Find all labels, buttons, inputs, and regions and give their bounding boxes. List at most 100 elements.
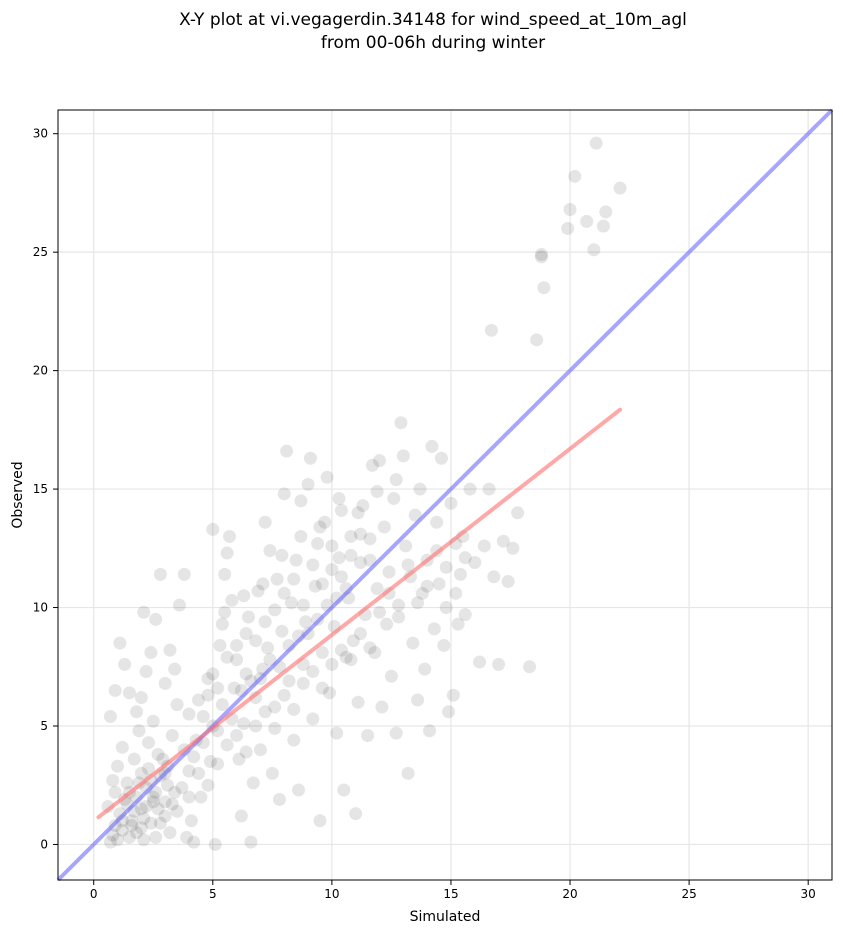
scatter-point xyxy=(220,650,234,664)
scatter-point xyxy=(449,586,463,600)
scatter-point xyxy=(361,728,375,742)
scatter-point xyxy=(392,610,406,624)
scatter-point xyxy=(230,728,244,742)
scatter-point xyxy=(387,492,401,506)
scatter-point xyxy=(180,830,194,844)
scatter-point xyxy=(237,589,251,603)
scatter-point xyxy=(487,570,501,584)
scatter-point xyxy=(246,776,260,790)
scatter-point xyxy=(161,778,175,792)
scatter-point xyxy=(151,747,165,761)
scatter-point xyxy=(158,809,172,823)
scatter-point xyxy=(165,797,179,811)
scatter-point xyxy=(446,688,460,702)
scatter-point xyxy=(313,814,327,828)
scatter-point xyxy=(287,702,301,716)
scatter-point xyxy=(363,532,377,546)
scatter-point xyxy=(106,828,120,842)
scatter-point xyxy=(201,688,215,702)
scatter-point xyxy=(125,819,139,833)
scatter-point xyxy=(444,496,458,510)
scatter-point xyxy=(349,807,363,821)
scatter-point xyxy=(382,565,396,579)
scatter-point xyxy=(215,698,229,712)
scatter-point xyxy=(277,688,291,702)
grid-lines xyxy=(58,110,832,880)
scatter-point xyxy=(146,714,160,728)
scatter-point xyxy=(301,477,315,491)
scatter-point xyxy=(318,515,332,529)
scatter-point xyxy=(225,593,239,607)
scatter-point xyxy=(339,650,353,664)
scatter-point xyxy=(415,586,429,600)
scatter-point xyxy=(237,717,251,731)
scatter-point xyxy=(337,783,351,797)
scatter-point xyxy=(170,804,184,818)
scatter-point xyxy=(187,835,201,849)
scatter-point xyxy=(149,830,163,844)
scatter-point xyxy=(139,665,153,679)
scatter-point xyxy=(134,691,148,705)
scatter-point xyxy=(263,653,277,667)
scatter-point xyxy=(363,641,377,655)
scatter-point xyxy=(334,643,348,657)
scatter-point xyxy=(206,667,220,681)
scatter-point xyxy=(306,712,320,726)
scatter-point xyxy=(420,579,434,593)
scatter-point xyxy=(146,795,160,809)
scatter-point xyxy=(211,757,225,771)
scatter-point xyxy=(141,762,155,776)
scatter-point xyxy=(399,539,413,553)
scatter-point xyxy=(411,596,425,610)
scatter-point xyxy=(203,755,217,769)
scatter-point xyxy=(280,444,294,458)
scatter-point xyxy=(213,638,227,652)
scatter-point xyxy=(251,584,265,598)
scatter-point xyxy=(439,601,453,615)
scatter-point xyxy=(253,743,267,757)
scatter-point xyxy=(111,759,125,773)
scatter-point xyxy=(149,785,163,799)
y-axis-label: Observed xyxy=(10,461,26,528)
scatter-point xyxy=(201,672,215,686)
scatter-point xyxy=(211,681,225,695)
scatter-point xyxy=(568,169,582,183)
scatter-point xyxy=(115,740,129,754)
scatter-point xyxy=(534,248,548,262)
scatter-point xyxy=(477,539,491,553)
scatter-point xyxy=(365,458,379,472)
identity-line xyxy=(56,108,834,882)
scatter-point xyxy=(353,627,367,641)
scatter-point xyxy=(134,821,148,835)
scatter-point xyxy=(168,785,182,799)
scatter-point xyxy=(222,529,236,543)
y-tick-label: 10 xyxy=(33,601,48,615)
scatter-point xyxy=(218,605,232,619)
scatter-point xyxy=(187,750,201,764)
scatter-point xyxy=(172,598,186,612)
scatter-point xyxy=(149,612,163,626)
scatter-point xyxy=(425,439,439,453)
scatter-point xyxy=(111,833,125,847)
scatter-point xyxy=(506,541,520,555)
y-tick-label: 30 xyxy=(33,127,48,141)
scatter-point xyxy=(103,835,117,849)
scatter-point xyxy=(175,781,189,795)
scatter-point xyxy=(234,809,248,823)
scatter-point xyxy=(239,627,253,641)
y-tick-label: 15 xyxy=(33,482,48,496)
x-tick-label: 5 xyxy=(209,887,217,901)
scatter-point xyxy=(153,816,167,830)
scatter-point xyxy=(580,214,594,228)
y-tick-label: 25 xyxy=(33,245,48,259)
scatter-point xyxy=(296,598,310,612)
scatter-point xyxy=(249,634,263,648)
scatter-point xyxy=(284,596,298,610)
scatter-point xyxy=(408,508,422,522)
scatter-point xyxy=(370,484,384,498)
scatter-point xyxy=(282,674,296,688)
scatter-point xyxy=(392,598,406,612)
chart-title-line1: X-Y plot at vi.vegagerdin.34148 for wind… xyxy=(179,10,687,30)
scatter-point xyxy=(163,643,177,657)
